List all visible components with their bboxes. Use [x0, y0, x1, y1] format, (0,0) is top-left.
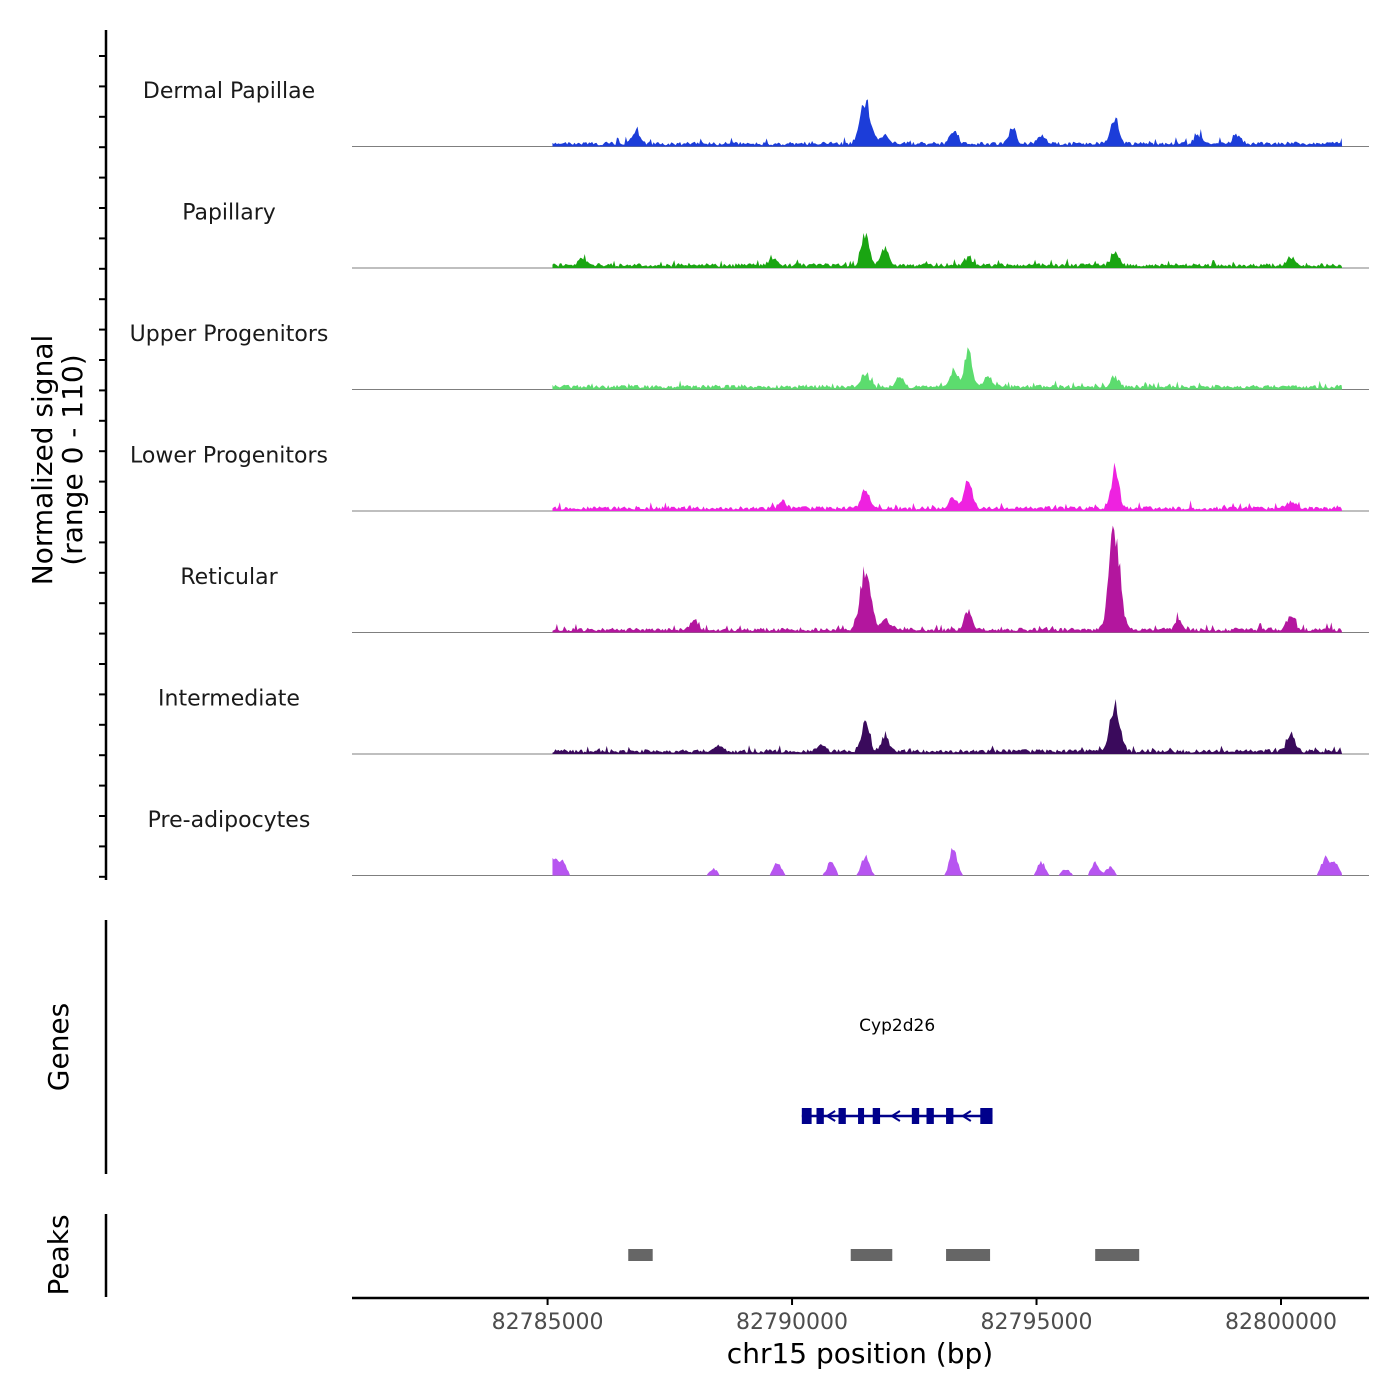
- signal-y-axis: [99, 30, 108, 880]
- signal-area: [552, 525, 1343, 633]
- x-tick-label: 82800000: [1225, 1310, 1337, 1335]
- signal-area: [552, 848, 1343, 876]
- gene-model: Cyp2d26: [801, 1016, 993, 1124]
- genes-track: Cyp2d26: [104, 920, 993, 1174]
- signal-track: Papillary: [182, 201, 1369, 269]
- signal-area: [552, 99, 1343, 147]
- gene-exon: [858, 1108, 865, 1124]
- strand-arrow: [960, 1110, 972, 1122]
- gene-exon: [872, 1108, 881, 1124]
- signal-track: Dermal Papillae: [143, 79, 1369, 147]
- gene-exon: [926, 1108, 934, 1124]
- track-label: Lower Progenitors: [130, 444, 328, 469]
- track-label: Pre-adipocytes: [148, 808, 311, 833]
- gene-exon: [946, 1108, 954, 1124]
- signal-area: [552, 698, 1343, 754]
- track-label: Papillary: [182, 201, 276, 226]
- signal-area: [552, 232, 1343, 268]
- signal-area: [552, 347, 1343, 390]
- x-axis-title: chr15 position (bp): [727, 1337, 993, 1370]
- x-tick-label: 82795000: [981, 1310, 1093, 1335]
- signal-area: [552, 462, 1343, 511]
- gene-exon: [911, 1108, 920, 1124]
- strand-arrow: [890, 1110, 901, 1122]
- peak-region: [628, 1249, 653, 1261]
- gene-exon: [838, 1108, 846, 1124]
- gene-exon: [980, 1108, 993, 1124]
- x-tick-label: 82790000: [736, 1310, 848, 1335]
- y-axis-title: Normalized signal: [26, 335, 59, 586]
- peak-region: [850, 1249, 893, 1261]
- track-label: Upper Progenitors: [130, 322, 329, 347]
- signal-track: Pre-adipocytes: [148, 808, 1369, 876]
- x-axis: 82785000 82790000 82795000 82800000: [352, 1296, 1369, 1335]
- track-label: Intermediate: [158, 687, 300, 712]
- x-tick-label: 82785000: [492, 1310, 604, 1335]
- track-label: Dermal Papillae: [143, 79, 315, 104]
- signal-tracks: Dermal Papillae Papillary Upper Progenitor…: [130, 79, 1369, 876]
- signal-track: Reticular: [180, 525, 1369, 633]
- track-label: Reticular: [180, 565, 278, 590]
- gene-exon: [801, 1108, 812, 1124]
- gene-label: Cyp2d26: [859, 1016, 935, 1036]
- gene-exon: [816, 1108, 824, 1124]
- genes-panel-title: Genes: [42, 1003, 75, 1091]
- strand-arrow: [825, 1110, 836, 1122]
- signal-track: Intermediate: [158, 687, 1369, 755]
- peak-region: [946, 1249, 991, 1261]
- y-axis-range: (range 0 - 110): [56, 354, 89, 565]
- signal-track: Upper Progenitors: [130, 322, 1369, 390]
- signal-track: Lower Progenitors: [130, 444, 1369, 512]
- peak-region: [1095, 1249, 1140, 1261]
- peaks-track: [104, 1214, 1140, 1297]
- peaks-panel-title: Peaks: [42, 1214, 75, 1295]
